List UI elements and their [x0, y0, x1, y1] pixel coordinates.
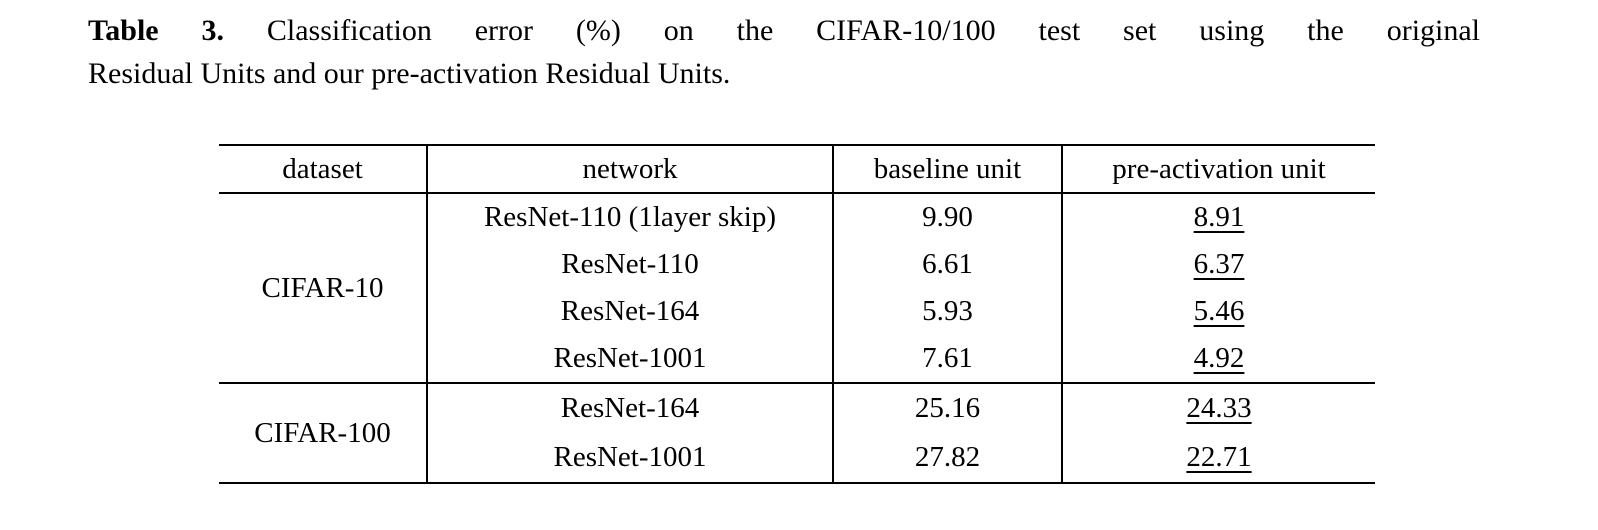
caption-text-line1: Classification error (%) on the CIFAR-10…	[266, 14, 1481, 47]
network-cell: ResNet-1001	[426, 433, 833, 484]
underlined-value: 24.33	[1186, 392, 1252, 424]
preact-value-cell: 24.33	[1061, 382, 1375, 433]
dataset-group-cifar10: CIFAR-10 ResNet-110 (1layer skip) 9.90 8…	[219, 193, 1375, 383]
table-row: ResNet-1001 7.61 4.92	[219, 335, 1375, 383]
caption-line-1: Table 3. Classification error (%) on the…	[88, 9, 1480, 52]
underlined-value: 5.46	[1193, 295, 1245, 327]
table-caption: Table 3. Classification error (%) on the…	[88, 9, 1480, 95]
baseline-value-cell: 25.16	[832, 382, 1062, 433]
column-header-dataset: dataset	[219, 144, 427, 194]
column-header-baseline-unit: baseline unit	[832, 144, 1062, 194]
baseline-value-cell: 27.82	[832, 433, 1062, 484]
dataset-cell-cifar100: CIFAR-100	[219, 382, 427, 484]
baseline-value-cell: 7.61	[832, 335, 1062, 383]
dataset-cell-cifar10: CIFAR-10	[261, 271, 384, 304]
table-row: ResNet-1001 27.82 22.71	[219, 433, 1375, 484]
preact-value-cell: 8.91	[1061, 193, 1375, 241]
baseline-value-cell: 6.61	[832, 241, 1062, 288]
network-cell: ResNet-110 (1layer skip)	[426, 193, 833, 241]
table-row: CIFAR-10 ResNet-110 (1layer skip) 9.90 8…	[219, 193, 1375, 304]
preact-value-cell: 6.37	[1061, 241, 1375, 288]
network-cell: ResNet-1001	[426, 335, 833, 383]
table-row: ResNet-110 6.61 6.37	[219, 241, 1375, 288]
network-cell: ResNet-164	[426, 288, 833, 335]
table-header-row: dataset network baseline unit pre-activa…	[219, 144, 1375, 194]
table-row: ResNet-164 5.93 5.46	[219, 288, 1375, 335]
column-header-network: network	[426, 144, 833, 194]
baseline-value-cell: 5.93	[832, 288, 1062, 335]
caption-text-line2: Residual Units and our pre-activation Re…	[88, 57, 731, 90]
network-cell: ResNet-164	[426, 382, 833, 433]
caption-label: Table 3.	[88, 14, 224, 47]
results-table: dataset network baseline unit pre-activa…	[219, 144, 1375, 484]
underlined-value: 22.71	[1186, 441, 1252, 473]
baseline-value-cell: 9.90	[832, 193, 1062, 241]
preact-value-cell: 22.71	[1061, 433, 1375, 484]
table-row: CIFAR-100 ResNet-164 25.16 24.33	[219, 382, 1375, 484]
dataset-group-cifar100: CIFAR-100 ResNet-164 25.16 24.33 ResNet-…	[219, 382, 1375, 484]
underlined-value: 6.37	[1193, 248, 1245, 280]
preact-value-cell: 4.92	[1061, 335, 1375, 383]
underlined-value: 4.92	[1193, 342, 1245, 374]
preact-value-cell: 5.46	[1061, 288, 1375, 335]
column-header-preactivation-unit: pre-activation unit	[1061, 144, 1375, 194]
underlined-value: 8.91	[1193, 201, 1245, 233]
network-cell: ResNet-110	[426, 241, 833, 288]
